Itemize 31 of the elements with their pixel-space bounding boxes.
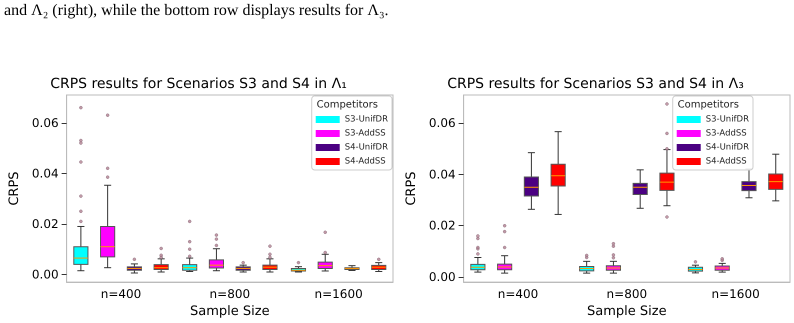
y-tick-label: 0.06 [32, 116, 59, 130]
legend-label: S4-UnifDR [344, 142, 388, 152]
legend-label: S3-AddSS [344, 128, 386, 138]
x-tick-label: n=800 [606, 287, 648, 302]
x-tick-label: n=800 [210, 287, 250, 302]
x-tick-label: n=400 [498, 287, 538, 302]
legend-title: Competitors [678, 100, 740, 110]
x-tick-label: n=400 [100, 287, 142, 302]
legend-label: S3-UnifDR [706, 114, 750, 124]
y-tick-label: 0.02 [428, 218, 456, 233]
y-tick-label: 0.04 [32, 166, 59, 180]
y-axis-title: CRPS [404, 171, 419, 206]
legend-label: S4-AddSS [344, 156, 386, 166]
legend-label: S3-UnifDR [344, 114, 388, 124]
y-tick-label: 0.04 [428, 167, 456, 182]
x-tick-label: n=1600 [712, 287, 760, 302]
y-tick-label: 0.02 [32, 216, 59, 231]
y-tick-label: 0.00 [428, 270, 456, 284]
y-tick-label: 0.06 [428, 116, 456, 130]
chart-title: CRPS results for Scenarios S3 and S4 in Λ₃ [447, 76, 744, 92]
y-axis-title: CRPS [7, 171, 22, 206]
x-axis-title: Sample Size [587, 304, 667, 319]
legend-label: S4-UnifDR [706, 142, 750, 152]
legend-label: S4-AddSS [706, 156, 747, 166]
chart-title: CRPS results for Scenarios S3 and S4 in Λ₁ [50, 76, 347, 92]
x-tick-label: n=1600 [314, 287, 363, 302]
text: and Λ₂ (right), while the bottom row displays results for Λ₃. [4, 2, 389, 20]
legend-title: Competitors [316, 100, 378, 110]
x-axis-title: Sample Size [190, 304, 270, 319]
y-tick-label: 0.00 [32, 268, 59, 282]
legend-label: S3-AddSS [706, 128, 747, 138]
